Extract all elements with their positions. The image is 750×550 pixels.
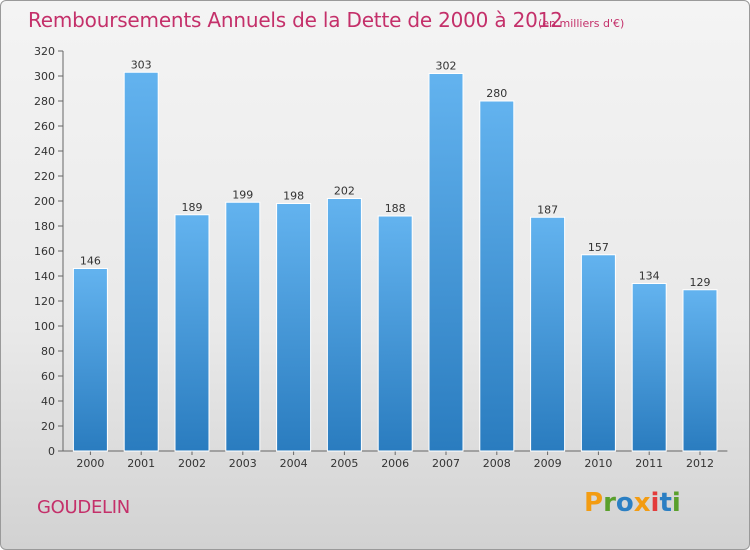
y-tick-label: 140 — [34, 270, 55, 283]
logo-letter: t — [659, 488, 672, 518]
x-tick-label: 2003 — [229, 457, 257, 470]
bar — [326, 198, 362, 452]
logo-letter: i — [671, 488, 681, 518]
logo-letter: x — [633, 488, 651, 518]
chart-subtitle: (en milliers d'€) — [538, 17, 625, 30]
logo-letter: o — [615, 488, 634, 518]
y-tick-label: 220 — [34, 170, 55, 183]
bar-value-label: 198 — [283, 190, 304, 203]
bar — [174, 214, 210, 452]
x-tick-label: 2008 — [483, 457, 511, 470]
bar — [225, 201, 261, 452]
y-tick-label: 260 — [34, 120, 55, 133]
y-tick-label: 20 — [41, 420, 55, 433]
x-tick-label: 2012 — [686, 457, 714, 470]
y-tick-label: 80 — [41, 345, 55, 358]
bar-value-label: 134 — [639, 270, 660, 283]
commune-name: GOUDELIN — [37, 497, 130, 518]
bar-value-label: 187 — [537, 203, 558, 216]
y-tick-label: 300 — [34, 70, 55, 83]
bar — [428, 73, 464, 452]
bar — [276, 203, 312, 452]
bar-value-label: 303 — [131, 58, 152, 71]
bar — [123, 71, 159, 452]
bar-value-label: 188 — [385, 202, 406, 215]
bar — [530, 216, 566, 452]
bar — [377, 215, 413, 452]
bar-value-label: 189 — [182, 201, 203, 214]
y-tick-label: 60 — [41, 370, 55, 383]
y-tick-label: 180 — [34, 220, 55, 233]
bar-value-label: 199 — [232, 188, 253, 201]
x-tick-label: 2000 — [76, 457, 104, 470]
x-tick-label: 2005 — [330, 457, 358, 470]
y-tick-label: 320 — [34, 45, 55, 58]
bar — [580, 254, 616, 452]
logo-letter: i — [650, 488, 660, 518]
x-tick-label: 2010 — [584, 457, 612, 470]
bar — [631, 283, 667, 452]
y-tick-label: 120 — [34, 295, 55, 308]
y-tick-label: 160 — [34, 245, 55, 258]
y-tick-label: 40 — [41, 395, 55, 408]
proxiti-logo: Proxiti — [584, 488, 681, 518]
y-tick-label: 200 — [34, 195, 55, 208]
bar-value-label: 146 — [80, 255, 101, 268]
x-tick-label: 2006 — [381, 457, 409, 470]
bar — [72, 268, 108, 452]
logo-letter: r — [603, 488, 616, 518]
x-tick-label: 2001 — [127, 457, 155, 470]
y-tick-label: 0 — [48, 445, 55, 458]
x-tick-label: 2009 — [534, 457, 562, 470]
y-tick-label: 100 — [34, 320, 55, 333]
bar — [479, 100, 515, 452]
x-tick-label: 2007 — [432, 457, 460, 470]
bar-value-label: 280 — [486, 87, 507, 100]
chart-title: Remboursements Annuels de la Dette de 20… — [28, 8, 563, 32]
bar — [682, 289, 718, 452]
bar-value-label: 157 — [588, 241, 609, 254]
bar-value-label: 129 — [690, 276, 711, 289]
bar-value-label: 202 — [334, 185, 355, 198]
y-tick-label: 240 — [34, 145, 55, 158]
x-tick-label: 2004 — [280, 457, 308, 470]
x-tick-label: 2011 — [635, 457, 663, 470]
bar-value-label: 302 — [436, 60, 457, 73]
logo-letter: P — [584, 488, 604, 518]
y-tick-label: 280 — [34, 95, 55, 108]
x-tick-label: 2002 — [178, 457, 206, 470]
